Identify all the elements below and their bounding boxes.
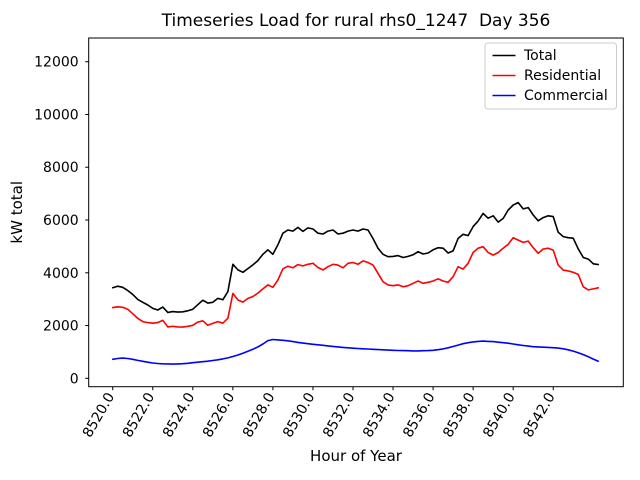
legend-label-commercial: Commercial: [524, 88, 608, 104]
y-tick-label: 4000: [43, 266, 79, 282]
legend: Total Residential Commercial: [484, 42, 617, 110]
series-line-residential: [111, 236, 600, 328]
series-line-total: [111, 201, 600, 314]
y-axis-label: kW total: [8, 181, 26, 244]
legend-box: [484, 42, 617, 110]
x-axis-label: Hour of Year: [310, 447, 403, 465]
y-tick-label: 12000: [34, 55, 79, 71]
y-axis-ticks: 0 2000 4000 6000 8000 10000 12000: [34, 55, 89, 387]
y-tick-label: 2000: [43, 319, 79, 335]
y-tick-label: 0: [70, 371, 79, 387]
y-tick-label: 10000: [34, 107, 79, 123]
legend-label-total: Total: [523, 48, 557, 64]
chart-title: Timeseries Load for rural rhs0_1247 Day …: [161, 11, 551, 31]
plot-area-border: [88, 37, 624, 388]
legend-label-residential: Residential: [524, 68, 601, 84]
series-line-commercial: [111, 338, 600, 365]
series-lines: [111, 201, 600, 365]
y-tick-label: 6000: [43, 213, 79, 229]
y-tick-label: 8000: [43, 160, 79, 176]
